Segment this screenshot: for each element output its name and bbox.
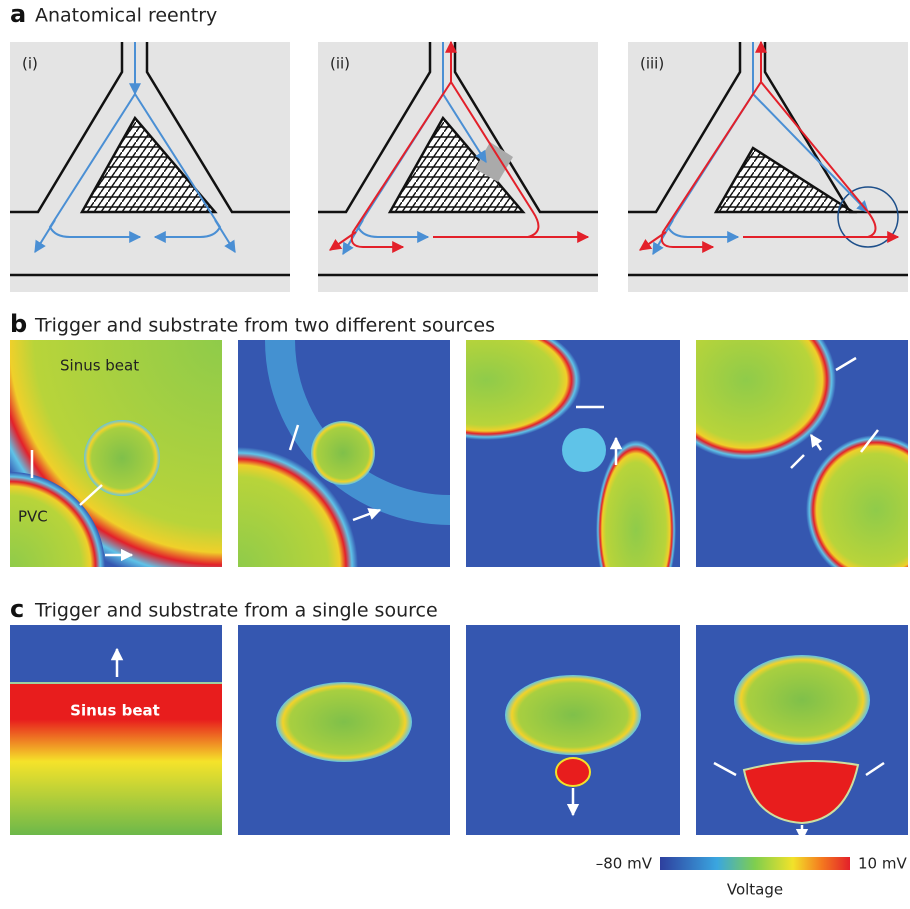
annotation: PVC (18, 508, 48, 526)
colorbar (660, 857, 850, 870)
panel-letter: b (10, 310, 27, 338)
diagram-iii: (iii) (628, 42, 908, 292)
colorbar-title: Voltage (727, 881, 783, 899)
subpanel-label: (i) (22, 55, 38, 73)
colorbar-min: –80 mV (596, 855, 653, 873)
subpanel-label: (iii) (640, 55, 664, 73)
panel-title: Trigger and substrate from a single sour… (34, 600, 438, 622)
annotation: Sinus beat (60, 357, 139, 375)
subpanel-label: (ii) (330, 55, 350, 73)
diagram-i: (i) (10, 42, 290, 292)
colorbar-max: 10 mV (858, 855, 907, 873)
simulation-c: Sinus beat (10, 625, 908, 840)
figure: a Anatomical reentry (i) (ii) (iii) b Tr… (0, 0, 910, 905)
panel-title: Anatomical reentry (35, 5, 217, 27)
panel-letter: a (10, 0, 26, 28)
panel-letter: c (10, 595, 24, 623)
panel-title: Trigger and substrate from two different… (34, 315, 495, 337)
annotation: Sinus beat (70, 702, 160, 720)
diagram-ii: (ii) (318, 42, 598, 292)
